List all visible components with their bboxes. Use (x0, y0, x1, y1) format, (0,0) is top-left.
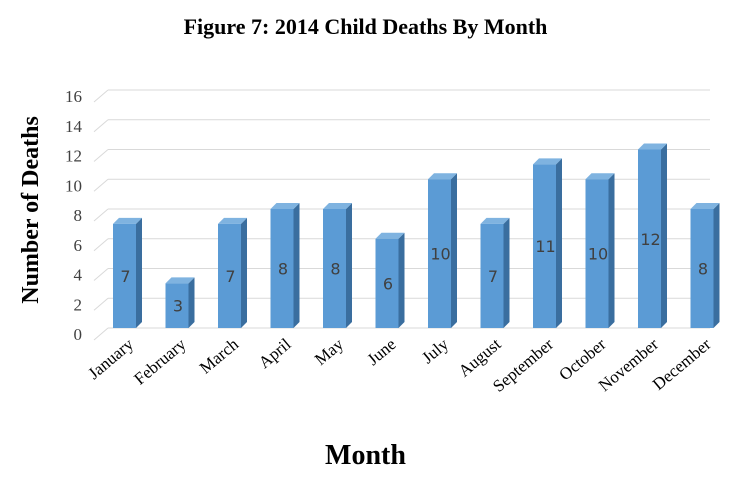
bars (113, 143, 720, 328)
bar-november (638, 143, 667, 328)
gridline-slant (93, 327, 109, 341)
bar-top (428, 173, 457, 180)
y-axis-title: Number of Deaths (18, 116, 44, 304)
y-tick-label: 2 (74, 295, 83, 314)
y-tick-label: 16 (65, 87, 82, 106)
data-label: 3 (173, 297, 183, 316)
data-label: 12 (640, 230, 660, 249)
bar-june (375, 232, 405, 328)
x-tick-label: March (196, 334, 243, 377)
bar-side (608, 173, 615, 328)
data-label: 7 (120, 267, 130, 286)
x-tick-label: April (255, 334, 295, 372)
data-label: 10 (588, 245, 608, 264)
bar-top (375, 232, 405, 239)
gridline-slant (93, 208, 109, 222)
x-tick-label: June (363, 335, 399, 370)
bar-front (323, 209, 346, 328)
x-tick-label: May (311, 334, 347, 369)
bar-front (270, 209, 294, 328)
bar-front (533, 164, 556, 328)
data-label: 7 (225, 267, 235, 286)
y-tick-label: 10 (65, 176, 82, 195)
data-label: 8 (278, 260, 288, 279)
bar-august (480, 217, 510, 328)
x-axis-title: Month (325, 440, 406, 471)
bar-front (113, 223, 136, 328)
data-label: 11 (535, 237, 555, 256)
bar-side (503, 217, 510, 328)
bar-top (270, 203, 300, 209)
bar-top (638, 143, 667, 150)
bar-december (690, 203, 720, 328)
data-label: 7 (488, 267, 498, 286)
gridline-slant (93, 89, 109, 103)
bar-top (218, 217, 247, 224)
x-tick-label: July (418, 334, 452, 367)
x-tick-label: February (130, 334, 190, 388)
data-label: 10 (430, 245, 450, 264)
data-label: 6 (383, 274, 393, 293)
bar-may (323, 203, 352, 328)
gridline-slant (93, 119, 109, 133)
y-axis-ticks: 0 2 4 6 8 10 12 14 16 (65, 87, 83, 344)
bar-top (585, 173, 615, 180)
bar-side (241, 217, 247, 328)
y-tick-label: 0 (74, 325, 83, 344)
bar-side (713, 203, 720, 328)
bar-march (218, 217, 247, 328)
bar-side (346, 203, 352, 328)
bar-january (113, 217, 142, 328)
data-label: 8 (698, 260, 708, 279)
bar-september (533, 158, 562, 328)
bar-side (661, 143, 667, 328)
chart-title: Figure 7: 2014 Child Deaths By Month (183, 14, 548, 39)
bar-top (165, 277, 195, 284)
gridline-slant (93, 149, 109, 162)
bar-front (638, 149, 661, 328)
gridline-slant (93, 297, 109, 311)
bar-front (218, 223, 241, 328)
bar-top (533, 158, 562, 165)
bar-front (480, 223, 504, 328)
bar-top (690, 203, 720, 209)
bar-front (690, 209, 714, 328)
x-tick-label: December (649, 334, 715, 394)
bar-side (451, 173, 457, 328)
bar-side (556, 158, 562, 328)
bar-october (585, 173, 615, 328)
bar-side (293, 203, 300, 328)
data-label: 8 (330, 260, 340, 279)
y-tick-label: 4 (74, 266, 83, 285)
bar-top (113, 217, 142, 224)
x-tick-label: November (595, 334, 662, 395)
y-tick-label: 6 (74, 236, 83, 255)
y-tick-label: 14 (65, 117, 83, 136)
gridline-slant (93, 238, 109, 252)
gridline-slant (93, 178, 109, 192)
bar-front (165, 283, 189, 328)
bar-front (428, 179, 451, 328)
y-tick-label: 8 (74, 206, 83, 225)
bar-february (165, 277, 195, 328)
x-tick-label: January (84, 334, 137, 383)
bar-july (428, 173, 457, 328)
bar-side (398, 232, 405, 328)
bar-top (323, 203, 352, 209)
bar-front (585, 179, 609, 328)
gridline-slant (93, 268, 109, 281)
bar-april (270, 203, 300, 328)
bar-front (375, 238, 399, 328)
bar-top (480, 217, 510, 224)
y-tick-label: 12 (65, 147, 82, 166)
bar-side (136, 217, 142, 328)
data-labels: 7 3 7 8 8 6 10 7 11 10 12 8 (120, 230, 708, 316)
bar-side (188, 277, 195, 328)
